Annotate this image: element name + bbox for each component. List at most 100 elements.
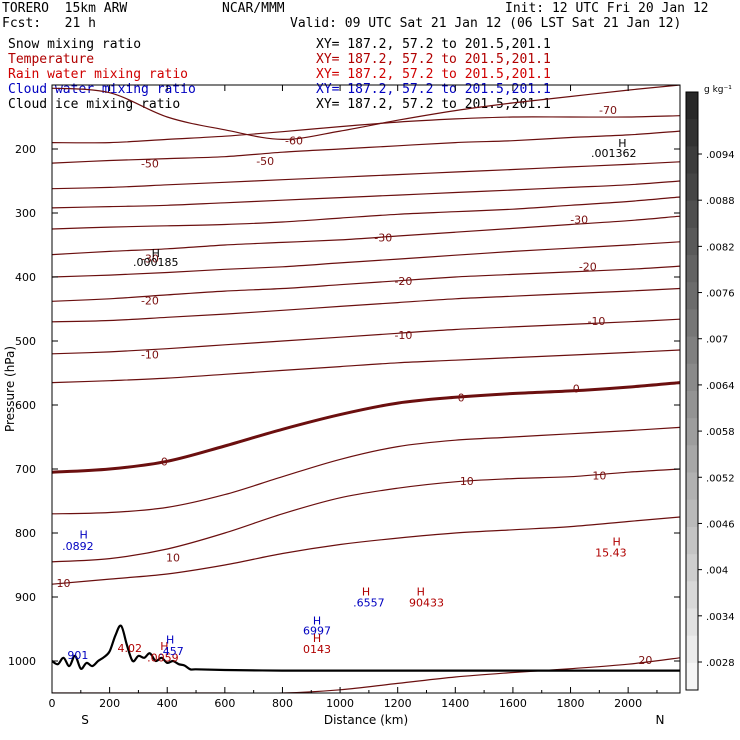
isotherm-label: -50 [141, 157, 159, 170]
legend-rain-xy: XY= 187.2, 57.2 to 201.5,201.1 [316, 67, 551, 82]
colorbar-cell [686, 472, 698, 501]
x-tick-label: 1000 [326, 697, 354, 710]
south-label: S [81, 713, 89, 727]
north-label: N [656, 713, 665, 727]
isotherm-0 [52, 381, 680, 474]
init-time: Init: 12 UTC Fri 20 Jan 12 [505, 1, 709, 16]
isotherm-label: 0 [458, 392, 465, 405]
maximum-label: 90433 [409, 596, 444, 609]
maximum-label: 4.02 [118, 642, 143, 655]
y-tick-label: 1000 [8, 655, 36, 668]
maximum-label: 0143 [303, 643, 331, 656]
isotherm-label: -30 [570, 214, 588, 227]
isotherm-label: -20 [141, 294, 159, 307]
forecast-hour: Fcst: 21 h [2, 16, 96, 31]
isotherm-label: 0 [573, 383, 580, 396]
colorbar-cell [686, 608, 698, 637]
maximum-label: .000185 [133, 256, 179, 269]
isotherm-layer [52, 85, 680, 693]
isotherm-20 [52, 657, 680, 693]
colorbar: .0094 .0088 .0082 .0076 .007 .0064 .0058 .0052.… [685, 85, 735, 691]
x-tick-label: 1800 [557, 697, 585, 710]
y-axis-title: Pressure (hPa) [3, 346, 17, 432]
colorbar-cell [686, 499, 698, 528]
maximum-label: H [618, 137, 626, 150]
colorbar-cell [686, 255, 698, 283]
legend-cloud-water: Cloud water mixing ratio [8, 82, 196, 97]
isotherm-label: 0 [161, 456, 168, 469]
x-tick-label: 1200 [384, 697, 412, 710]
isotherm-15 [52, 516, 680, 585]
y-tick-label: 800 [15, 527, 36, 540]
legend-snow: Snow mixing ratio [8, 37, 142, 52]
maximum-label: H [152, 247, 160, 260]
model-title: TORERO 15km ARW [2, 1, 128, 16]
colorbar-cell [686, 200, 698, 229]
colorbar-tick-label: .0076 [706, 289, 735, 300]
maximum-label: 15.43 [595, 546, 627, 559]
axes-layer: 0 200 400 600 800 1000 1200 1400 1600 1800 2000200… [3, 85, 680, 727]
x-tick-label: 1400 [441, 697, 469, 710]
maximum-label: H [166, 634, 174, 647]
colorbar-tick-label: .0052 [706, 473, 735, 484]
maximum-label: H [80, 529, 88, 542]
x-tick-label: 2000 [614, 697, 642, 710]
terrain-line [52, 624, 680, 672]
colorbar-cell [686, 391, 698, 419]
isotherm-label: -20 [394, 275, 412, 288]
maximum-label: 6997 [303, 625, 331, 638]
colorbar-tick-label: .007 [706, 335, 728, 346]
colorbar-cell [686, 173, 698, 202]
y-tick-label: 900 [15, 591, 36, 604]
colorbar-tick-label: .0082 [706, 242, 735, 253]
isotherm-m20 [52, 265, 680, 302]
legend-temperature-xy: XY= 187.2, 57.2 to 201.5,201.1 [316, 52, 551, 67]
isotherm-label: 20 [638, 654, 652, 667]
colorbar-cell [686, 581, 698, 609]
colorbar-cell [686, 119, 698, 147]
terrain-layer [52, 624, 680, 672]
legend-cloud-water-xy: XY= 187.2, 57.2 to 201.5,201.1 [316, 82, 551, 97]
maximum-label: .0059 [147, 651, 179, 664]
y-tick-label: 600 [15, 399, 36, 412]
legend-xy-top: XY= 187.2, 57.2 to 201.5,201.1 [316, 37, 551, 52]
x-tick-label: 200 [99, 697, 120, 710]
colorbar-cell [686, 445, 698, 474]
colorbar-tick-label: .0094 [706, 150, 735, 161]
isotherm-m35 [52, 196, 680, 230]
maximum-label: H [362, 586, 370, 599]
x-axis-title: Distance (km) [324, 713, 408, 727]
org-label: NCAR/MMM [222, 1, 285, 16]
isotherm-m55 [52, 115, 680, 144]
isotherm-label: -10 [587, 315, 605, 328]
maximum-label: H [313, 632, 321, 645]
legend-cloud-ice: Cloud ice mixing ratio [8, 97, 181, 112]
isotherm-m15 [52, 287, 680, 323]
colorbar-cell [686, 227, 698, 256]
colorbar-cell [686, 526, 698, 555]
isotherm-label: -10 [394, 329, 412, 342]
maximum-label: H [313, 614, 321, 627]
y-tick-label: 200 [15, 143, 36, 156]
colorbar-unit: g kg⁻¹ [704, 85, 732, 95]
colorbar-cell [686, 635, 698, 664]
isotherm-label: 10 [460, 475, 474, 488]
isotherm-label: -30 [141, 253, 159, 266]
isotherm-label: -60 [285, 134, 303, 147]
legend-temperature: Temperature [8, 52, 95, 67]
isotherm-5 [52, 426, 680, 515]
isotherm-label: 10 [166, 552, 180, 565]
isotherm-label: -20 [579, 260, 597, 273]
colorbar-tick-label: .004 [706, 566, 728, 577]
isotherm-m40 [52, 180, 680, 209]
y-tick-label: 500 [15, 335, 36, 348]
y-tick-label: 700 [15, 463, 36, 476]
maximum-label: 901 [67, 649, 88, 662]
isotherm-label: 10 [592, 470, 606, 483]
colorbar-cell [686, 662, 698, 691]
valid-time: Valid: 09 UTC Sat 21 Jan 12 (06 LST Sat … [290, 16, 682, 31]
x-tick-label: 600 [214, 697, 235, 710]
colorbar-cell [686, 363, 698, 392]
maximum-label: .001362 [591, 147, 637, 160]
